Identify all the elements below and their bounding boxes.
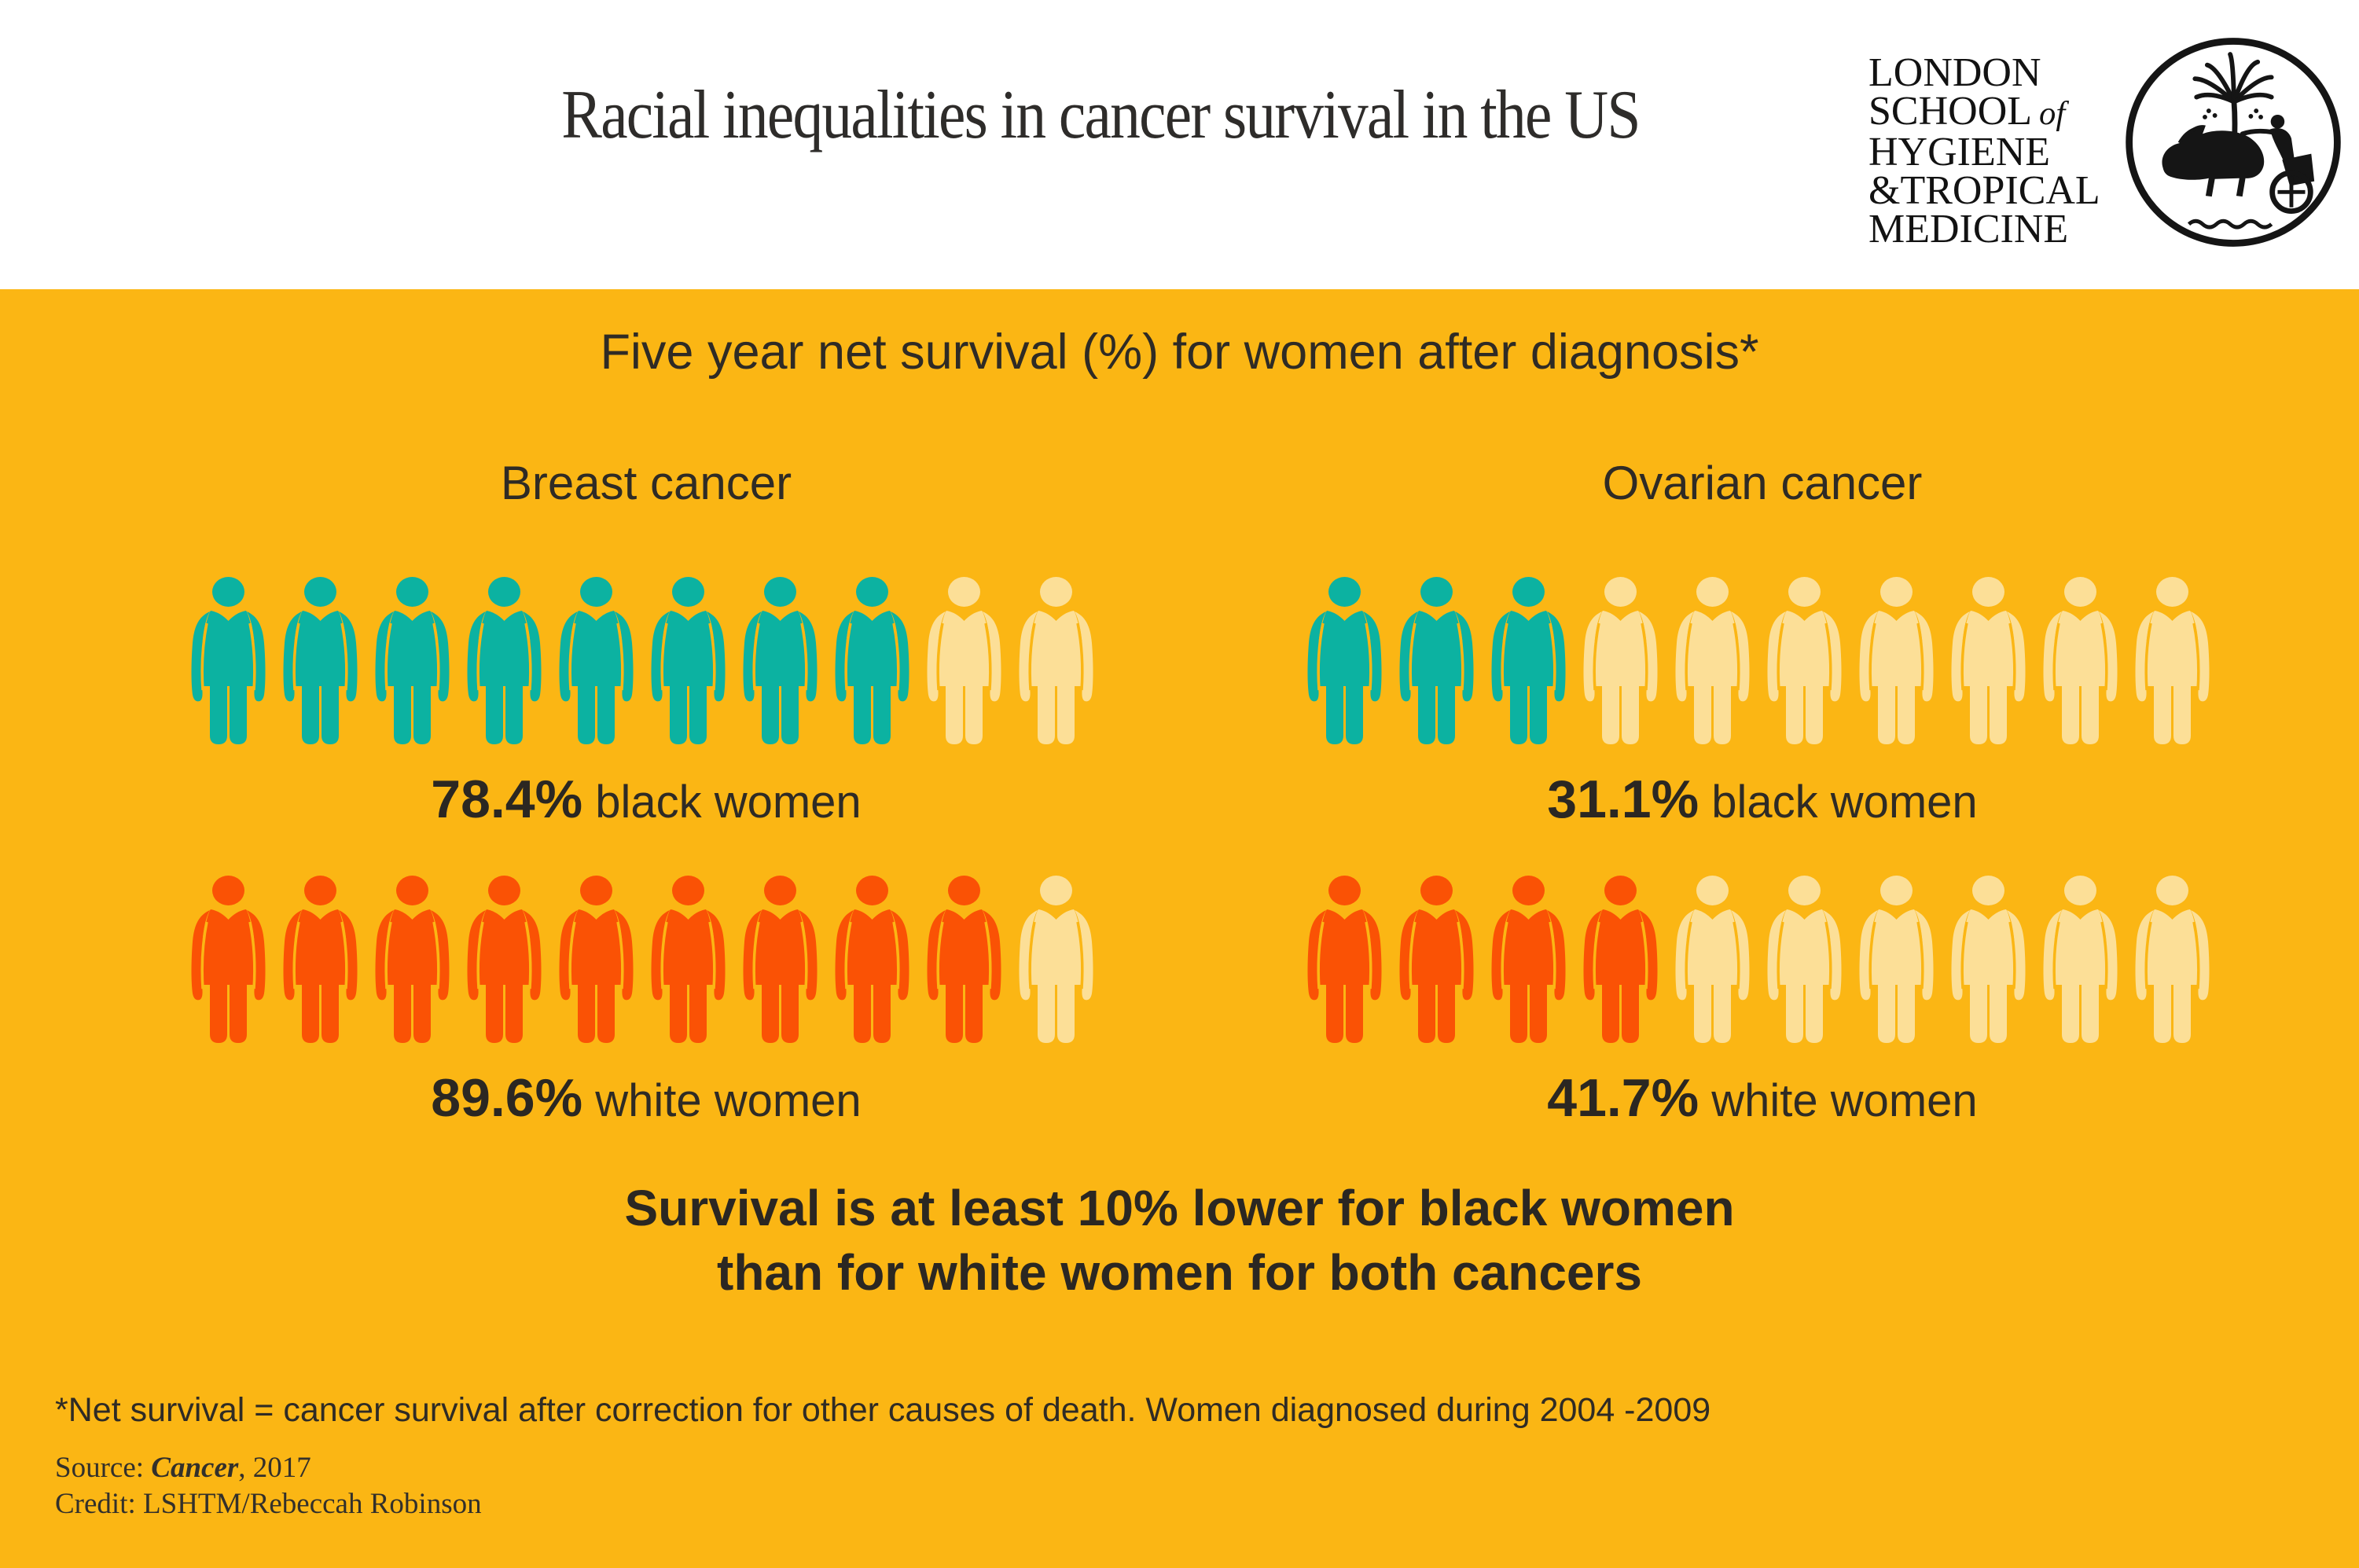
woman-icon xyxy=(1766,875,1843,1044)
woman-icon xyxy=(189,576,267,745)
pictogram-row-white-women: 41.7% white women xyxy=(1305,875,2220,1129)
source-line: Source: Cancer, 2017 xyxy=(55,1452,311,1484)
woman-icon xyxy=(1306,576,1383,745)
woman-icon xyxy=(1306,875,1383,1044)
lshtm-logo-text: LONDON SCHOOL of HYGIENE &TROPICAL MEDICI… xyxy=(1868,50,2114,252)
row-label: 89.6% white women xyxy=(189,1067,1104,1129)
icon-array xyxy=(189,875,1104,1044)
header: Racial inequalities in cancer survival i… xyxy=(0,0,2359,289)
woman-icon xyxy=(2133,576,2211,745)
woman-icon xyxy=(1766,576,1843,745)
woman-icon xyxy=(1490,875,1567,1044)
woman-icon xyxy=(1674,576,1751,745)
credit-line: Credit: LSHTM/Rebeccah Robinson xyxy=(55,1488,482,1520)
section-heading-breast: Breast cancer xyxy=(500,457,792,509)
woman-icon xyxy=(2133,875,2211,1044)
pictogram-row-white-women: 89.6% white women xyxy=(189,875,1104,1129)
woman-icon xyxy=(1949,576,2027,745)
woman-icon xyxy=(2041,576,2119,745)
woman-icon xyxy=(649,875,727,1044)
group-label: black women xyxy=(1699,777,1978,828)
icon-array xyxy=(1305,576,2220,745)
row-label: 31.1% black women xyxy=(1305,769,2220,830)
group-label: black women xyxy=(582,777,862,828)
percentage-value: 78.4% xyxy=(431,769,583,829)
woman-icon xyxy=(741,576,819,745)
woman-icon xyxy=(833,875,911,1044)
logo-line: &TROPICAL xyxy=(1868,168,2100,213)
woman-icon xyxy=(1017,875,1095,1044)
woman-icon xyxy=(1582,576,1659,745)
ovarian-cancer-column: Ovarian cancer 31.1% black women 41.7% w… xyxy=(1305,289,2220,1568)
woman-icon xyxy=(373,875,451,1044)
percentage-value: 41.7% xyxy=(1547,1068,1699,1128)
woman-icon xyxy=(741,875,819,1044)
key-message-line1: Survival is at least 10% lower for black… xyxy=(624,1180,1735,1236)
woman-icon xyxy=(465,576,543,745)
infographic-board: Five year net survival (%) for women aft… xyxy=(0,289,2359,1568)
logo-line: LONDON xyxy=(1868,50,2041,95)
lshtm-chariot-emblem-icon xyxy=(2126,38,2341,247)
woman-icon xyxy=(1490,576,1567,745)
footnote: *Net survival = cancer survival after co… xyxy=(55,1391,1711,1429)
section-heading-ovarian: Ovarian cancer xyxy=(1602,457,1923,509)
woman-icon xyxy=(557,576,635,745)
woman-icon xyxy=(189,875,267,1044)
woman-icon xyxy=(925,875,1003,1044)
pictogram-row-black-women: 31.1% black women xyxy=(1305,576,2220,830)
breast-cancer-column: Breast cancer 78.4% black women 89.6% wh… xyxy=(189,289,1104,1568)
woman-icon xyxy=(649,576,727,745)
group-label: white women xyxy=(1699,1075,1978,1126)
logo-line: HYGIENE xyxy=(1868,130,2051,174)
percentage-value: 31.1% xyxy=(1547,769,1699,829)
woman-icon xyxy=(833,576,911,745)
icon-array xyxy=(1305,875,2220,1044)
woman-icon xyxy=(1857,875,1935,1044)
logo-line: MEDICINE xyxy=(1868,207,2069,252)
woman-icon xyxy=(1582,875,1659,1044)
group-label: white women xyxy=(582,1075,862,1126)
woman-icon xyxy=(281,576,359,745)
woman-icon xyxy=(1398,576,1475,745)
logo-line: SCHOOL of xyxy=(1868,89,2066,134)
woman-icon xyxy=(925,576,1003,745)
icon-array xyxy=(189,576,1104,745)
journal-name: Cancer xyxy=(151,1452,239,1484)
lshtm-logo: LONDON SCHOOL of HYGIENE &TROPICAL MEDICI… xyxy=(1868,30,2348,255)
woman-icon xyxy=(373,576,451,745)
key-message-line2: than for white women for both cancers xyxy=(717,1244,1642,1301)
woman-icon xyxy=(281,875,359,1044)
woman-icon xyxy=(1857,576,1935,745)
subtitle: Five year net survival (%) for women aft… xyxy=(600,325,1759,380)
row-label: 41.7% white women xyxy=(1305,1067,2220,1129)
page-title: Racial inequalities in cancer survival i… xyxy=(561,77,1641,153)
woman-icon xyxy=(1398,875,1475,1044)
woman-icon xyxy=(1017,576,1095,745)
woman-icon xyxy=(557,875,635,1044)
row-label: 78.4% black women xyxy=(189,769,1104,830)
percentage-value: 89.6% xyxy=(431,1068,583,1128)
woman-icon xyxy=(1949,875,2027,1044)
woman-icon xyxy=(1674,875,1751,1044)
woman-icon xyxy=(465,875,543,1044)
woman-icon xyxy=(2041,875,2119,1044)
pictogram-row-black-women: 78.4% black women xyxy=(189,576,1104,830)
key-message: Survival is at least 10% lower for black… xyxy=(0,1176,2359,1305)
